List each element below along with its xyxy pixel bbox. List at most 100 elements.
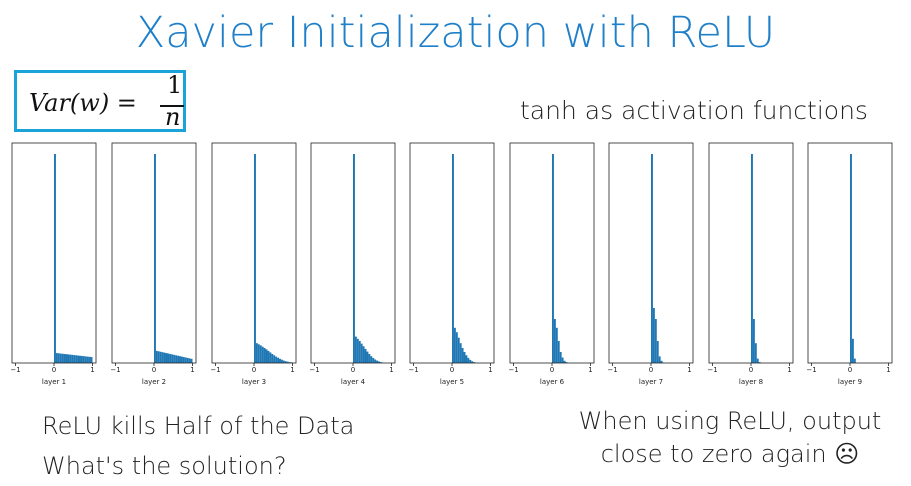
histogram-bar bbox=[288, 362, 291, 363]
caption: ReLU kills Half of the Data bbox=[42, 412, 355, 440]
histogram-bar bbox=[453, 327, 456, 363]
x-axis-label: layer 5 bbox=[440, 378, 464, 386]
histogram-bar bbox=[652, 308, 655, 363]
histogram-bar bbox=[752, 319, 755, 363]
histogram-bar bbox=[190, 358, 193, 363]
histogram-bar bbox=[372, 357, 375, 363]
histogram-bar bbox=[71, 354, 74, 363]
histogram-bar bbox=[471, 361, 474, 363]
histogram-bar bbox=[660, 360, 663, 363]
histogram-bar bbox=[267, 350, 270, 363]
x-tick-label: −1 bbox=[707, 366, 717, 374]
x-tick-label: 0 bbox=[749, 366, 753, 374]
histogram-bar bbox=[269, 352, 272, 363]
histogram-bar bbox=[59, 353, 62, 363]
histogram-bar bbox=[163, 352, 166, 363]
histogram-bar bbox=[366, 351, 369, 363]
x-axis-label: layer 2 bbox=[142, 378, 166, 386]
x-tick-label: 1 bbox=[687, 366, 691, 374]
x-axis-label: layer 4 bbox=[341, 378, 366, 386]
histogram-bar bbox=[751, 154, 753, 363]
histogram-bar bbox=[756, 358, 759, 363]
histogram-bar bbox=[279, 358, 281, 363]
histogram-bar bbox=[565, 362, 568, 363]
x-axis-label: layer 3 bbox=[242, 378, 266, 386]
fraction-bar bbox=[160, 105, 184, 107]
histogram-bar bbox=[155, 350, 158, 363]
histogram-bar bbox=[54, 154, 56, 363]
x-tick-label: −1 bbox=[210, 366, 220, 374]
histogram-bar bbox=[263, 348, 266, 363]
x-tick-label: 0 bbox=[848, 366, 852, 374]
x-tick-label: 1 bbox=[90, 366, 94, 374]
x-tick-label: −1 bbox=[806, 366, 816, 374]
x-axis-label: layer 9 bbox=[838, 378, 862, 386]
x-tick-label: 0 bbox=[550, 366, 554, 374]
x-tick-label: 0 bbox=[450, 366, 454, 374]
histogram-bar bbox=[69, 354, 72, 363]
histogram-bar bbox=[457, 337, 460, 363]
histogram-bar bbox=[261, 346, 264, 363]
histogram-bar bbox=[754, 343, 757, 363]
histogram-bar bbox=[360, 343, 363, 363]
x-tick-label: 1 bbox=[886, 366, 890, 374]
x-tick-label: 0 bbox=[52, 366, 56, 374]
histogram-bar bbox=[459, 343, 462, 363]
histogram-bar bbox=[80, 355, 83, 363]
histogram-bar bbox=[370, 356, 373, 363]
histogram-bar bbox=[171, 354, 174, 363]
histogram-bar bbox=[553, 319, 556, 363]
histogram-bar bbox=[186, 357, 189, 363]
histogram-bar bbox=[561, 357, 564, 363]
histogram-bar bbox=[177, 355, 180, 363]
histogram-bar bbox=[161, 352, 164, 363]
histogram-bar bbox=[61, 353, 64, 363]
histogram-bar bbox=[467, 357, 470, 363]
subtitle: tanh as activation functions bbox=[520, 96, 868, 125]
x-tick-label: 0 bbox=[351, 366, 355, 374]
x-tick-label: 1 bbox=[290, 366, 294, 374]
x-tick-label: −1 bbox=[408, 366, 418, 374]
histogram-bar bbox=[63, 353, 66, 363]
histogram-bar bbox=[255, 343, 258, 363]
histogram-bar bbox=[465, 355, 468, 363]
histogram-bar bbox=[55, 353, 58, 363]
histogram-bar bbox=[82, 356, 85, 363]
histogram-bar bbox=[461, 348, 464, 363]
histogram-bar bbox=[353, 154, 355, 363]
caption: close to zero again ☹ bbox=[600, 440, 860, 468]
x-axis-label: layer 7 bbox=[639, 378, 663, 386]
histogram-bar bbox=[175, 355, 178, 363]
histogram-bar bbox=[65, 354, 68, 363]
x-tick-label: −1 bbox=[508, 366, 518, 374]
x-tick-label: 1 bbox=[190, 366, 194, 374]
caption: What's the solution? bbox=[42, 452, 287, 480]
histogram-bar bbox=[57, 353, 60, 363]
formula-box: Var(w) = 1 n bbox=[14, 70, 186, 132]
histogram-bar bbox=[167, 353, 170, 363]
histogram-bar bbox=[356, 338, 359, 363]
histogram-bar bbox=[275, 356, 278, 363]
histogram-bar bbox=[374, 359, 377, 363]
histogram-bar bbox=[654, 319, 657, 363]
histogram-bar bbox=[559, 352, 562, 363]
histogram-bar bbox=[75, 355, 78, 363]
slide-title: Xavier Initialization with ReLU bbox=[135, 8, 776, 58]
x-tick-label: −1 bbox=[309, 366, 319, 374]
histogram-bar bbox=[84, 356, 87, 363]
histogram-bar bbox=[282, 360, 285, 363]
histogram-bar bbox=[173, 354, 176, 363]
histogram-bar bbox=[656, 341, 659, 363]
histogram-bar bbox=[552, 154, 554, 363]
histogram-bar bbox=[364, 348, 367, 363]
histogram-bar bbox=[77, 355, 80, 363]
x-tick-label: 0 bbox=[252, 366, 256, 374]
histogram-bar bbox=[378, 361, 380, 363]
histogram-bar bbox=[455, 332, 458, 363]
histogram-bar bbox=[73, 355, 76, 363]
x-tick-label: −1 bbox=[110, 366, 120, 374]
x-tick-label: 1 bbox=[488, 366, 492, 374]
x-axis-label: layer 1 bbox=[42, 378, 66, 386]
histogram-bar bbox=[254, 154, 256, 363]
